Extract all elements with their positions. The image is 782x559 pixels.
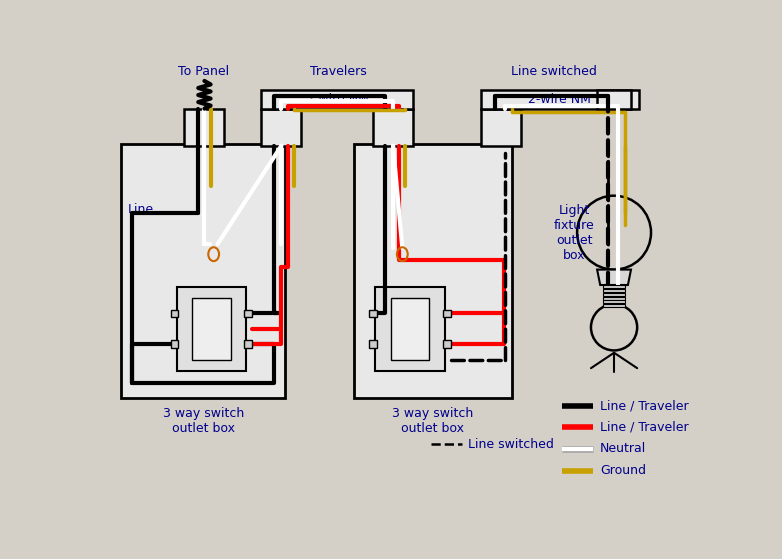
Text: Line: Line — [127, 203, 153, 216]
Bar — [603, 289, 625, 292]
Circle shape — [591, 304, 637, 350]
Bar — [391, 298, 429, 359]
Bar — [375, 287, 445, 371]
Bar — [170, 310, 178, 318]
Bar — [177, 287, 246, 371]
Text: Line switched: Line switched — [468, 438, 554, 451]
Text: Ground: Ground — [601, 464, 646, 477]
Text: 3-wire NM: 3-wire NM — [306, 93, 368, 106]
Bar — [245, 340, 252, 348]
Bar — [192, 298, 231, 359]
Text: 3 way switch
outlet box: 3 way switch outlet box — [163, 408, 244, 435]
Text: Line switched: Line switched — [511, 65, 597, 78]
Bar — [481, 90, 639, 110]
Bar — [373, 110, 413, 146]
Bar — [443, 340, 451, 348]
Text: Line / Traveler: Line / Traveler — [601, 421, 689, 434]
Text: To Panel: To Panel — [178, 65, 229, 78]
Circle shape — [577, 196, 651, 269]
Bar — [603, 293, 625, 296]
Bar — [603, 285, 625, 288]
Text: Neutral: Neutral — [601, 443, 647, 456]
Bar — [261, 90, 413, 110]
Bar — [185, 110, 224, 146]
Bar — [369, 340, 377, 348]
Text: 3 way switch
outlet box: 3 way switch outlet box — [392, 408, 473, 435]
Bar — [170, 340, 178, 348]
Bar — [121, 144, 285, 398]
Bar — [597, 90, 631, 110]
Text: Travelers: Travelers — [310, 65, 367, 78]
Bar — [245, 310, 252, 318]
Bar — [369, 310, 377, 318]
Bar — [261, 110, 301, 146]
Text: Light
fixture
outlet
box: Light fixture outlet box — [554, 203, 595, 262]
Bar — [353, 144, 511, 398]
Polygon shape — [597, 269, 631, 285]
Text: Line / Traveler: Line / Traveler — [601, 399, 689, 413]
Text: 2-wire NM: 2-wire NM — [529, 93, 591, 106]
Bar — [481, 110, 521, 146]
Bar — [603, 296, 625, 300]
Bar — [603, 304, 625, 307]
Bar — [603, 300, 625, 304]
Bar — [443, 310, 451, 318]
